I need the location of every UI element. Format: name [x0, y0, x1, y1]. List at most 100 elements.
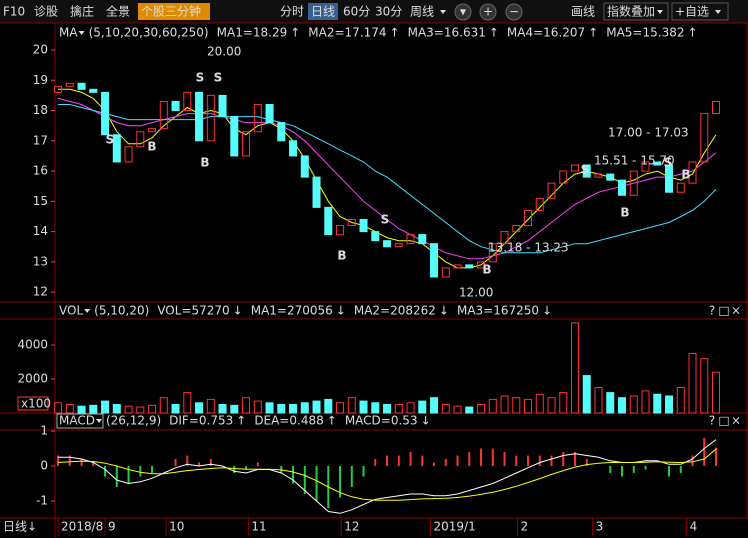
- toolbar-button[interactable]: 全景: [106, 4, 130, 19]
- candle: [300, 155, 309, 178]
- period-button[interactable]: 分时: [280, 5, 304, 19]
- toolbar-button[interactable]: 画线: [571, 5, 595, 19]
- candle: [371, 231, 380, 242]
- candle: [124, 146, 133, 163]
- indicator-box[interactable]: [56, 413, 104, 429]
- trade-signal: B: [200, 156, 209, 170]
- panel-icon[interactable]: ×: [731, 414, 741, 428]
- panel-icon[interactable]: ?: [709, 414, 715, 428]
- toolbar-button[interactable]: F10: [3, 5, 25, 19]
- candle: [606, 173, 615, 181]
- volume-bar: [488, 398, 497, 414]
- y-tick-label: 13: [33, 254, 48, 268]
- indicator-name[interactable]: MA: [59, 26, 78, 40]
- period-button[interactable]: 日线: [311, 5, 335, 19]
- toolbar-button[interactable]: 指数叠加: [607, 4, 655, 19]
- volume-bar: [206, 398, 215, 414]
- x-tick-label: 2018/8: [61, 520, 103, 534]
- tool-button[interactable]: +: [483, 5, 493, 19]
- dropdown-caret: [657, 10, 663, 14]
- volume-bar: [441, 403, 450, 414]
- period-button[interactable]: 周线: [410, 5, 434, 19]
- candle: [500, 231, 509, 245]
- volume-bar: [383, 403, 392, 414]
- tool-button-bg[interactable]: [505, 3, 523, 21]
- volume-bar: [253, 400, 262, 414]
- volume-bar: [336, 402, 345, 414]
- volume-bar: [324, 398, 333, 414]
- period-button[interactable]: 30分: [375, 5, 402, 19]
- panel-icon[interactable]: □: [718, 304, 729, 318]
- volume-bar: [559, 392, 568, 414]
- dropdown-caret: [95, 419, 102, 423]
- trade-signal: B: [620, 206, 629, 220]
- readout-arrow: ↑: [390, 26, 400, 40]
- y-tick-label: 18: [33, 103, 48, 117]
- panel-icon[interactable]: ×: [731, 304, 741, 318]
- candle: [136, 131, 145, 148]
- volume-bar: [347, 397, 356, 414]
- volume-bar: [230, 404, 239, 414]
- volume-bar: [394, 403, 403, 414]
- volume-bar: [265, 402, 274, 414]
- tool-button-bg[interactable]: [454, 3, 472, 21]
- period-label[interactable]: 日线↓: [3, 520, 37, 534]
- y-tick-label: 0: [40, 459, 48, 473]
- unit-box: [17, 396, 49, 411]
- candle: [171, 100, 180, 112]
- indicator-params: (5,10,20,30,60,250): [89, 26, 209, 40]
- indicator-name[interactable]: MACD: [59, 414, 95, 428]
- readout-arrow: ↓: [439, 304, 449, 318]
- candle: [406, 234, 415, 245]
- price-annotation: 20.00: [207, 45, 241, 59]
- panel-icon[interactable]: □: [718, 414, 729, 428]
- toolbar-box[interactable]: [671, 2, 729, 21]
- volume-bar: [289, 403, 298, 414]
- candle: [312, 176, 321, 208]
- volume-bar: [371, 402, 380, 414]
- active-period-bg[interactable]: [308, 3, 338, 20]
- trade-signal: S: [664, 156, 673, 170]
- dropdown-caret: [715, 10, 721, 14]
- candle: [347, 218, 356, 227]
- candle: [430, 243, 439, 278]
- price-annotation: 17.00 - 17.03: [608, 126, 689, 140]
- y-tick-label: 2000: [17, 371, 48, 385]
- volume-bar: [453, 405, 462, 414]
- price-annotation: 13.18 - 13.23: [488, 241, 569, 255]
- candle: [571, 164, 580, 172]
- volume-bar: [159, 397, 168, 414]
- x-tick-label: 2: [520, 520, 528, 534]
- candle: [712, 100, 721, 115]
- candle: [629, 170, 638, 196]
- highlight-button-bg[interactable]: [138, 3, 210, 20]
- toolbar-button[interactable]: 擒庄: [70, 4, 94, 19]
- volume-bar: [547, 397, 556, 414]
- toolbar-button[interactable]: 诊股: [34, 5, 58, 19]
- volume-bar: [218, 403, 227, 414]
- toolbar-box[interactable]: [603, 2, 669, 21]
- volume-bar: [136, 406, 145, 414]
- candle: [265, 103, 274, 124]
- y-tick-label: 20: [33, 42, 48, 56]
- candle: [336, 225, 345, 236]
- candle: [477, 261, 486, 269]
- indicator-name[interactable]: VOL: [59, 304, 83, 318]
- tool-button[interactable]: ▾: [460, 5, 466, 19]
- tool-button-bg[interactable]: [479, 3, 497, 21]
- volume-bar: [242, 397, 251, 414]
- candle: [195, 91, 204, 142]
- highlight-button[interactable]: 个股三分钟: [141, 4, 201, 19]
- candle: [183, 91, 192, 112]
- volume-bar: [195, 402, 204, 414]
- y-tick-label: 4000: [17, 337, 48, 351]
- candle: [594, 173, 603, 178]
- toolbar-button[interactable]: +自选: [675, 5, 709, 19]
- tool-button[interactable]: −: [509, 5, 519, 19]
- readout: MA5=15.382: [606, 26, 684, 40]
- panel-icon[interactable]: ?: [709, 304, 715, 318]
- candle: [488, 243, 497, 263]
- volume-bar: [312, 400, 321, 414]
- period-button[interactable]: 60分: [343, 5, 370, 19]
- candle: [65, 82, 74, 87]
